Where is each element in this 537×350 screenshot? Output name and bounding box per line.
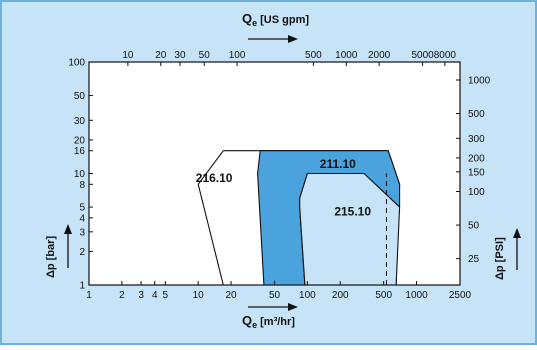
right-tick-label: 500 (468, 109, 485, 120)
left-tick-label: 20 (74, 135, 86, 146)
left-tick-label: 50 (74, 91, 86, 102)
left-tick-label: 16 (74, 146, 86, 157)
right-tick-label: 300 (468, 134, 485, 145)
bottom-axis-arrow (248, 303, 298, 311)
top-tick-label: 50 (199, 50, 211, 61)
plot-frame (88, 61, 461, 286)
bottom-tick-label: 3 (138, 290, 144, 301)
left-tick-label: 5 (79, 203, 85, 214)
top-tick-label: 10 (122, 50, 134, 61)
right-axis-arrow (513, 228, 521, 270)
right-tick-label: 1000 (468, 76, 491, 87)
bottom-tick-label: 100 (299, 290, 316, 301)
left-axis-title: Δp [bar] (45, 236, 57, 278)
bottom-axis-title: Qe [m³/hr] (242, 313, 295, 330)
right-tick-label: 150 (468, 167, 485, 178)
bottom-tick-label: 20 (225, 290, 237, 301)
top-axis-arrow (248, 35, 298, 43)
right-axis-title: Δp [PSI] (494, 237, 506, 280)
top-tick-label: 1000 (335, 50, 358, 61)
bottom-tick-label: 200 (332, 290, 349, 301)
top-tick-label: 8000 (434, 50, 457, 61)
region-label-216-10: 216.10 (196, 171, 233, 185)
top-axis-title: Qe [US gpm] (242, 11, 309, 28)
left-tick-label: 10 (74, 169, 86, 180)
region-label-211-10: 211.10 (320, 157, 356, 171)
right-tick-label: 50 (468, 221, 480, 232)
bottom-tick-label: 10 (193, 290, 205, 301)
bottom-tick-label: 500 (375, 290, 392, 301)
left-tick-label: 4 (79, 213, 85, 224)
bottom-tick-label: 50 (269, 290, 281, 301)
region-label-215-10: 215.10 (334, 204, 371, 218)
left-tick-label: 30 (74, 116, 86, 127)
regions-layer: 216.10 211.10 215.10 (196, 150, 401, 286)
left-tick-label: 100 (68, 58, 85, 69)
right-tick-label: 25 (468, 254, 480, 265)
top-tick-label: 2000 (368, 50, 391, 61)
top-tick-label: 30 (174, 50, 186, 61)
bottom-tick-label: 1000 (405, 290, 428, 301)
top-tick-label: 500 (305, 50, 322, 61)
bottom-tick-label: 4 (152, 290, 158, 301)
top-tick-label: 100 (229, 50, 246, 61)
left-tick-label: 8 (79, 180, 85, 191)
left-tick-label: 2 (79, 247, 85, 258)
bottom-tick-label: 2500 (449, 290, 472, 301)
left-tick-label: 1 (79, 281, 85, 292)
bottom-tick-label: 5 (163, 290, 169, 301)
right-tick-label: 200 (468, 153, 485, 164)
bottom-tick-label: 2 (119, 290, 125, 301)
left-axis-arrow (64, 224, 72, 268)
right-tick-label: 100 (468, 187, 485, 198)
bottom-tick-label: 1 (86, 290, 92, 301)
top-tick-label: 5000 (411, 50, 434, 61)
top-tick-label: 20 (155, 50, 167, 61)
left-tick-label: 3 (79, 227, 85, 238)
